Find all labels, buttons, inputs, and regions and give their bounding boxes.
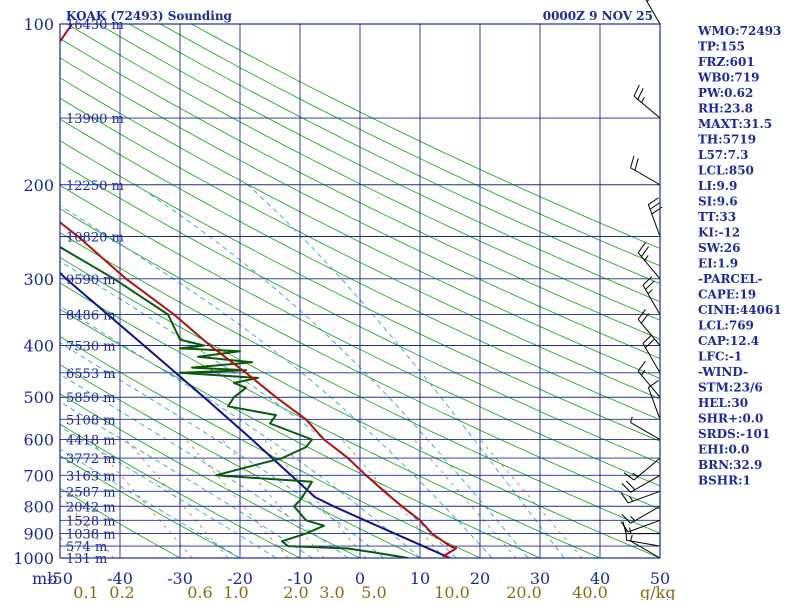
pressure-tick-label: 900 [23,525,54,544]
index-value: SI:9.6 [698,195,738,209]
height-label: 4418 m [66,434,116,449]
index-value: BRN:32.9 [698,458,762,472]
index-value: KI:-12 [698,226,740,240]
chart-title: KOAK (72493) Sounding [66,9,233,23]
index-value: RH:23.8 [698,102,753,116]
index-value: SRDS:-101 [698,427,770,441]
pressure-tick-label: 400 [23,337,54,356]
index-value: SHR+:0.0 [698,412,763,426]
index-value: WB0:719 [697,71,759,85]
temperature-tick-label: 10 [410,569,430,588]
pressure-tick-label: 500 [23,388,54,407]
index-value: FRZ:601 [698,55,755,69]
index-value: PW:0.62 [698,86,753,100]
index-value: -WIND- [698,365,748,379]
mixing-ratio-unit-label: g/kg [640,583,676,600]
mixing-ratio-tick-label: 5.0 [361,583,386,600]
height-label: 8486 m [66,309,116,324]
pressure-tick-label: 600 [23,431,54,450]
temperature-tick-label: 20 [470,569,490,588]
height-label: 2042 m [66,500,116,515]
index-value: EHI:0.0 [698,443,749,457]
index-value: CINH:44061 [698,303,782,317]
pressure-tick-label: 700 [23,466,54,485]
index-value: TH:5719 [698,133,756,147]
index-value: CAP:12.4 [698,334,759,348]
pressure-tick-label: 800 [23,497,54,516]
height-label: 2587 m [66,485,116,500]
pressure-tick-label: 1000 [13,549,54,568]
index-value: EI:1.9 [698,257,738,271]
pressure-tick-label: 300 [23,270,54,289]
index-value: HEL:30 [698,396,748,410]
index-value: SW:26 [698,241,740,255]
chart-datetime: 0000Z 9 NOV 25 [543,9,653,23]
pressure-unit-label: mb [32,569,57,588]
mixing-ratio-tick-label: 10.0 [434,583,470,600]
index-value: -PARCEL- [698,272,763,286]
height-label: 12250 m [66,179,124,194]
height-label: 7530 m [66,340,116,355]
index-value: LI:9.9 [698,179,737,193]
height-label: 13900 m [66,112,124,127]
pressure-tick-label: 200 [23,176,54,195]
mixing-ratio-tick-label: 20.0 [506,583,542,600]
pressure-tick-label: 100 [23,15,54,34]
index-value: LCL:850 [698,164,754,178]
mixing-ratio-tick-label: 2.0 [283,583,308,600]
height-label: 10820 m [66,230,124,245]
index-value: CAPE:19 [698,288,756,302]
index-value: TT:33 [698,210,736,224]
mixing-ratio-tick-label: 0.1 [73,583,98,600]
index-value: TP:155 [698,40,745,54]
index-value: WMO:72493 [697,24,781,38]
index-value: MAXT:31.5 [698,117,772,131]
mixing-ratio-tick-label: 1.0 [223,583,248,600]
index-value: LCL:769 [698,319,754,333]
mixing-ratio-tick-label: 0.2 [109,583,134,600]
mixing-ratio-tick-label: 0.6 [187,583,212,600]
height-label: 131 m [66,552,107,567]
height-label: 6553 m [66,367,116,382]
mixing-ratio-tick-label: 40.0 [572,583,608,600]
height-label: 3163 m [66,469,116,484]
index-value: L57:7.3 [698,148,748,162]
height-label: 5108 m [66,413,116,428]
height-label: 9590 m [66,273,116,288]
index-value: BSHR:1 [698,474,751,488]
index-value: LFC:-1 [698,350,742,364]
height-label: 3772 m [66,452,116,467]
mixing-ratio-tick-label: 3.0 [319,583,344,600]
index-value: STM:23/6 [698,381,763,395]
height-label: 5850 m [66,391,116,406]
